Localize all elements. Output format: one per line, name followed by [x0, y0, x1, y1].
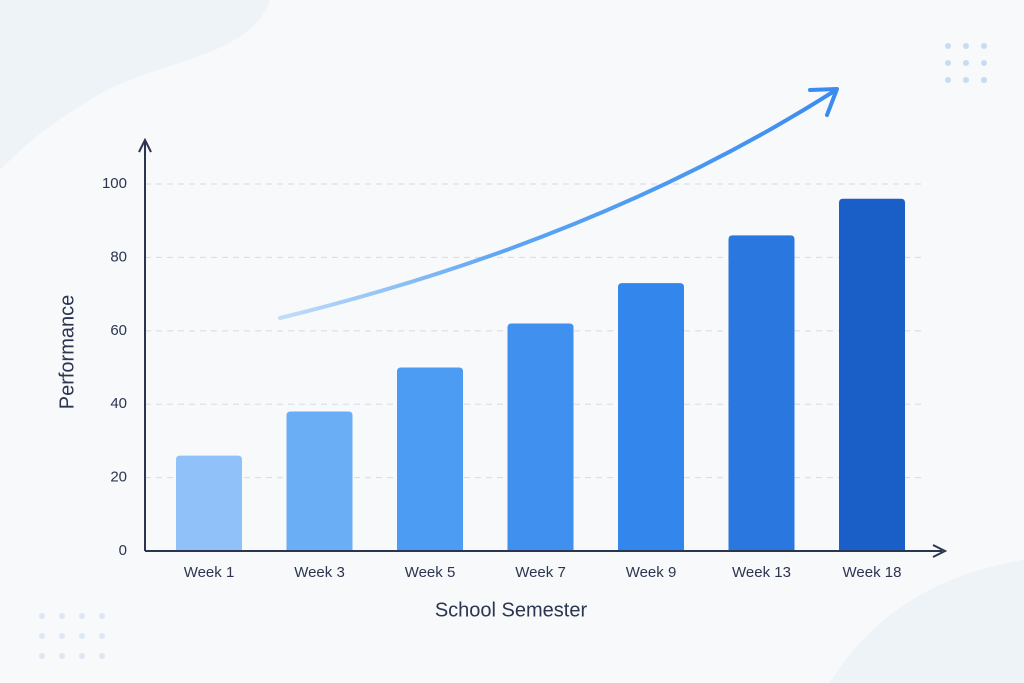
x-tick-label: Week 5 [405, 564, 456, 581]
bars: Week 1 Week 3 Week 5 Week 7 Week 9 Week 13 Wee… [176, 198, 905, 581]
decor-dots [39, 613, 105, 659]
bar [618, 283, 684, 551]
y-axis-arrow [138, 137, 152, 153]
decor-blob [0, 0, 270, 170]
x-tick-label: Week 3 [294, 564, 345, 581]
x-axis-arrow [932, 544, 948, 558]
decor-blob [830, 560, 1024, 683]
x-tick-label: Week 13 [732, 564, 791, 581]
bar [728, 235, 795, 552]
trend-arrow-head [808, 87, 839, 117]
x-tick-label: Week 9 [626, 564, 677, 581]
bar [507, 323, 574, 551]
x-tick-label: Week 18 [843, 564, 902, 581]
bar [397, 367, 463, 551]
y-tick-label: 100 [102, 175, 127, 192]
decor-dots [945, 43, 987, 83]
x-tick-label: Week 7 [515, 564, 566, 581]
bar [176, 455, 242, 551]
y-tick-label: 40 [110, 395, 127, 412]
y-tick-label: 80 [110, 248, 127, 265]
y-axis-label: Performance [56, 295, 78, 410]
grid: 0 20 40 60 80 100 [102, 175, 925, 559]
x-tick-label: Week 1 [184, 564, 235, 581]
trend-arrow [278, 88, 838, 320]
y-tick-label: 20 [110, 469, 127, 486]
x-axis-label: School Semester [435, 599, 588, 621]
bar [839, 198, 905, 551]
y-tick-label: 60 [110, 322, 127, 339]
bar [286, 411, 353, 551]
y-tick-label: 0 [119, 542, 127, 559]
